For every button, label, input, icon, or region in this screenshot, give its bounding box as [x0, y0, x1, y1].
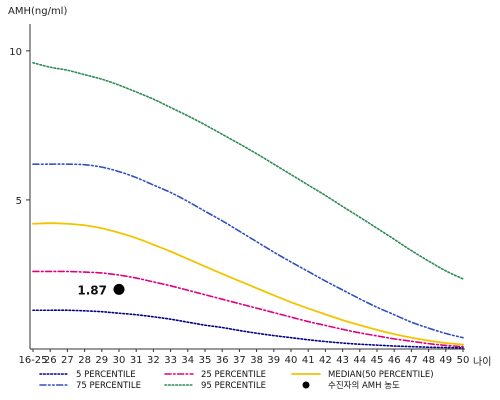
x-tick-label: 38	[250, 355, 263, 366]
legend-label-95-percentile: 95 PERCENTILE	[201, 381, 266, 391]
series-line-5-percentile	[32, 309, 464, 349]
y-tick-label: 10	[9, 47, 22, 58]
x-tick-label: 40	[285, 355, 298, 366]
legend-label-median-50-percentile: MEDIAN(50 PERCENTILE)	[328, 370, 434, 380]
x-tick-label: 37	[233, 355, 246, 366]
x-tick-label: 30	[113, 355, 126, 366]
x-tick-label: 31	[130, 355, 143, 366]
legend-label-5-percentile: 5 PERCENTILE	[76, 370, 136, 380]
x-tick-label: 27	[61, 355, 74, 366]
legend: 5 PERCENTILE 25 PERCENTILE MEDIAN(50 PERCE…	[39, 370, 434, 391]
x-tick-label: 45	[371, 355, 384, 366]
x-axis-title: 나이	[473, 356, 491, 368]
patient-amh-point	[113, 283, 125, 295]
x-tick-label: 43	[336, 355, 349, 366]
series-line-median-50-percentile	[32, 222, 464, 346]
series-layer	[32, 61, 464, 349]
x-tick-label: 41	[302, 355, 315, 366]
y-tick-label: 5	[16, 196, 22, 207]
x-tick-label: 33	[164, 355, 177, 366]
x-tick-label: 47	[405, 355, 418, 366]
x-tick-label: 48	[422, 355, 435, 366]
legend-label-amh: 수진자의 AMH 농도	[328, 380, 400, 391]
x-tick-label: 26	[44, 355, 57, 366]
x-tick-label: 36	[216, 355, 229, 366]
series-line-95-percentile	[32, 61, 464, 280]
patient-amh-value: 1.87	[77, 283, 107, 297]
x-tick-label: 34	[181, 355, 194, 366]
x-tick-label: 49	[439, 355, 452, 366]
x-tick-label: 32	[147, 355, 160, 366]
x-tick-label: 35	[199, 355, 212, 366]
x-tick-label: 46	[388, 355, 401, 366]
x-tick-label: 39	[267, 355, 280, 366]
legend-label-75-percentile: 75 PERCENTILE	[76, 381, 141, 391]
annotation-layer: 1.87	[77, 283, 125, 297]
x-tick-label: 16-25	[18, 355, 47, 366]
x-tick-label: 28	[78, 355, 91, 366]
x-tick-label: 50	[457, 355, 470, 366]
series-line-25-percentile	[32, 270, 464, 348]
series-line-75-percentile	[32, 163, 464, 339]
x-tick-label: 42	[319, 355, 332, 366]
x-tick-label: 29	[95, 355, 108, 366]
x-tick-label: 44	[353, 355, 366, 366]
legend-label-25-percentile: 25 PERCENTILE	[201, 370, 266, 380]
legend-swatch-patient-amh	[302, 381, 310, 389]
y-axis-title: AMH(ng/ml)	[8, 6, 67, 17]
